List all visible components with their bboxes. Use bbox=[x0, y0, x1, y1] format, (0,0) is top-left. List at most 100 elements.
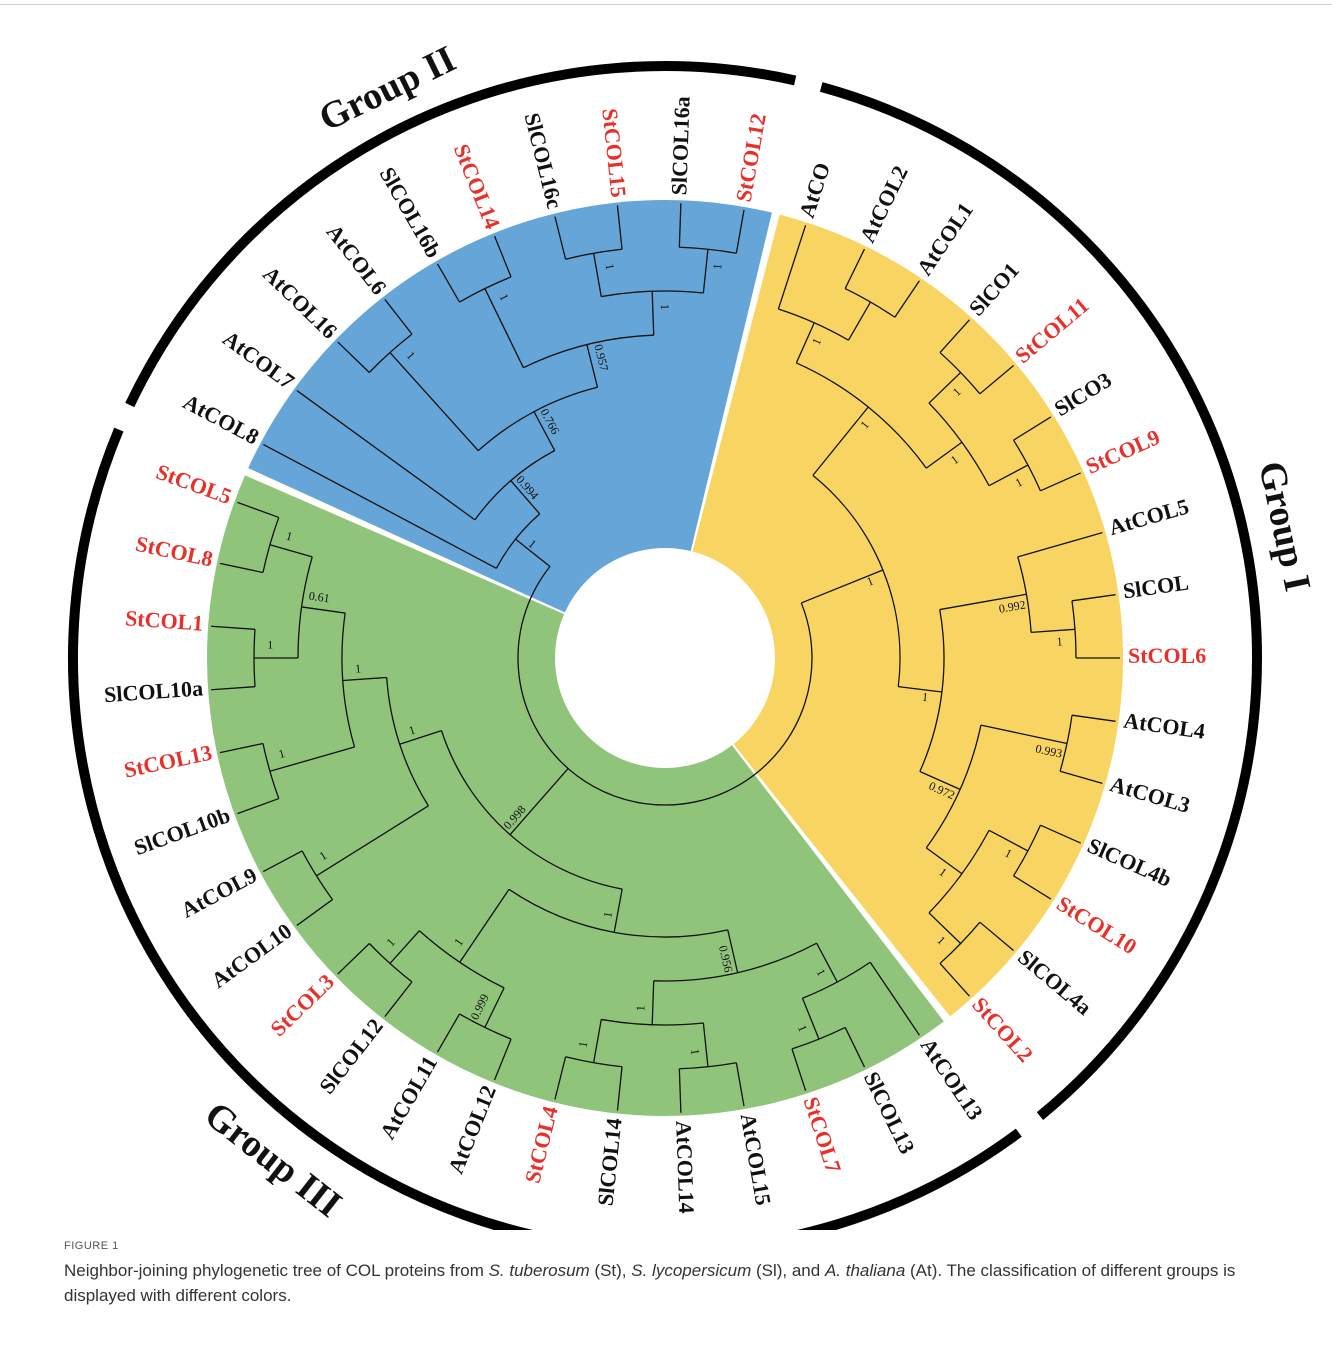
branch bbox=[337, 943, 370, 975]
branch bbox=[702, 1022, 709, 1067]
branch bbox=[928, 372, 962, 404]
support-value: 0.993 bbox=[1034, 741, 1063, 760]
branch-arc bbox=[925, 725, 982, 849]
support-value: 1 bbox=[710, 263, 725, 270]
leaf-label: AtCOL15 bbox=[736, 1111, 777, 1207]
branch bbox=[269, 746, 355, 772]
branch bbox=[1071, 594, 1116, 602]
branch bbox=[1031, 628, 1076, 634]
branch bbox=[1013, 875, 1052, 900]
branch bbox=[592, 253, 602, 297]
branch bbox=[939, 962, 970, 997]
support-value: 0.61 bbox=[308, 589, 331, 606]
branch bbox=[484, 987, 505, 1028]
branch bbox=[389, 352, 479, 452]
branch bbox=[296, 899, 333, 926]
leaf-label: AtCOL14 bbox=[671, 1120, 699, 1214]
caption-species: S. lycopersicum bbox=[631, 1261, 752, 1280]
branch bbox=[847, 301, 872, 341]
branch bbox=[586, 344, 599, 388]
caption-species: A. thaliana bbox=[824, 1261, 906, 1280]
branch bbox=[337, 341, 370, 373]
branch bbox=[939, 319, 970, 354]
branch bbox=[211, 686, 256, 691]
leaf-label: AtCOL11 bbox=[375, 1051, 442, 1143]
branch bbox=[510, 480, 541, 515]
group-ring bbox=[819, 82, 1262, 1120]
support-value: 1 bbox=[688, 1048, 703, 1055]
branch bbox=[316, 805, 429, 877]
branch bbox=[459, 888, 510, 963]
support-value: 1 bbox=[865, 574, 876, 589]
support-value: 0.992 bbox=[998, 597, 1027, 615]
leaf-label: AtCOL8 bbox=[179, 389, 263, 450]
support-value: 1 bbox=[1056, 634, 1063, 648]
branch bbox=[399, 730, 442, 745]
support-value: 1 bbox=[355, 661, 362, 675]
leaf-label: StCOL9 bbox=[1082, 424, 1164, 479]
caption-species: S. tuberosum bbox=[488, 1261, 590, 1280]
branch bbox=[801, 569, 884, 604]
leaf-label: AtCO bbox=[794, 160, 835, 221]
caption-text: Neighbor-joining phylogenetic tree of CO… bbox=[64, 1261, 489, 1280]
branch bbox=[979, 365, 1014, 395]
leaf-label: AtCOL13 bbox=[916, 1033, 989, 1124]
branch bbox=[262, 850, 303, 873]
branch bbox=[1040, 472, 1081, 492]
branch bbox=[515, 538, 551, 567]
leaf-label: SlCOL bbox=[1121, 570, 1190, 604]
leaf-label: StCOL13 bbox=[122, 740, 214, 783]
support-value: 1 bbox=[407, 723, 417, 738]
leaf-label: AtCOL6 bbox=[322, 219, 392, 299]
branch-arc bbox=[517, 566, 813, 806]
leaf-label: StCOL1 bbox=[124, 605, 204, 635]
caption-text: (St), bbox=[589, 1261, 632, 1280]
branch bbox=[812, 406, 869, 476]
branch bbox=[844, 248, 866, 289]
top-rule bbox=[0, 4, 1332, 5]
leaf-label: AtCOL16 bbox=[258, 261, 342, 344]
branch bbox=[925, 441, 963, 469]
support-value: 1 bbox=[600, 911, 615, 919]
support-value: 1 bbox=[795, 1023, 810, 1034]
branch bbox=[384, 299, 413, 335]
leaf-label: SlCOL16b bbox=[375, 163, 447, 262]
branch bbox=[735, 1062, 745, 1107]
leaf-label: StCOL15 bbox=[597, 107, 631, 198]
caption-text: (Sl), and bbox=[751, 1261, 825, 1280]
leaf-label: StCOL4 bbox=[520, 1104, 563, 1186]
branch bbox=[919, 770, 961, 790]
branch bbox=[301, 606, 346, 614]
group-ring bbox=[125, 61, 797, 408]
branch bbox=[436, 263, 461, 303]
branch bbox=[928, 912, 962, 944]
branch bbox=[384, 981, 413, 1017]
leaf-label: AtCOL4 bbox=[1122, 708, 1207, 744]
leaf-label: AtCOL5 bbox=[1106, 493, 1192, 540]
leaf-label: StCOL10 bbox=[1052, 891, 1141, 959]
branch bbox=[1013, 416, 1052, 441]
leaf-label: StCOL5 bbox=[153, 459, 235, 509]
branch-arc bbox=[341, 612, 356, 748]
branch bbox=[389, 930, 420, 964]
support-value: 1 bbox=[1013, 475, 1025, 490]
leaf-label: SlCOL14 bbox=[593, 1117, 627, 1207]
leaf-label: AtCOL3 bbox=[1107, 771, 1193, 818]
support-value: 1 bbox=[284, 528, 294, 543]
leaf-label: SlCOL16c bbox=[520, 110, 568, 211]
branch bbox=[651, 980, 655, 1025]
branch bbox=[980, 724, 1068, 745]
support-value: 1 bbox=[813, 966, 828, 978]
branch bbox=[979, 921, 1014, 951]
branch bbox=[678, 203, 682, 248]
branch bbox=[493, 235, 512, 278]
leaf-label: AtCOL2 bbox=[855, 162, 913, 247]
branch bbox=[237, 501, 280, 519]
leaf-label: StCOL6 bbox=[1128, 643, 1206, 668]
branch bbox=[237, 797, 280, 815]
leaf-label: StCOL7 bbox=[799, 1094, 847, 1176]
branch bbox=[493, 1038, 512, 1081]
branch bbox=[651, 291, 655, 336]
leaf-label: SlCOL4a bbox=[1013, 944, 1097, 1020]
branch bbox=[702, 249, 709, 294]
